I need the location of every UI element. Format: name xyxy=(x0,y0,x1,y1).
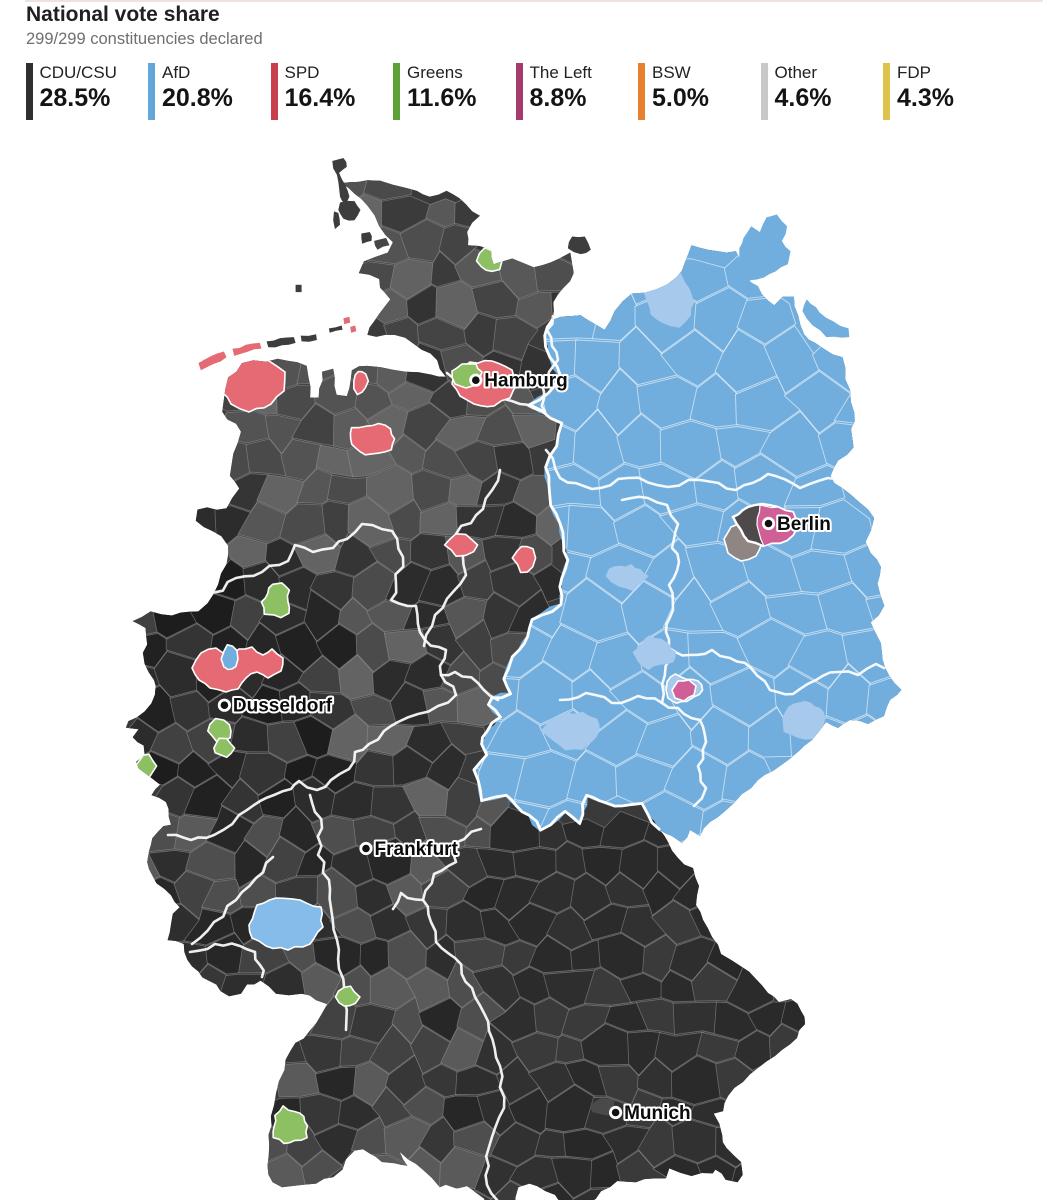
svg-text:Berlin: Berlin xyxy=(777,514,831,535)
svg-text:Hamburg: Hamburg xyxy=(484,371,567,392)
svg-text:Dusseldorf: Dusseldorf xyxy=(233,696,333,717)
svg-text:Frankfurt: Frankfurt xyxy=(375,839,459,860)
svg-text:Munich: Munich xyxy=(624,1103,691,1124)
